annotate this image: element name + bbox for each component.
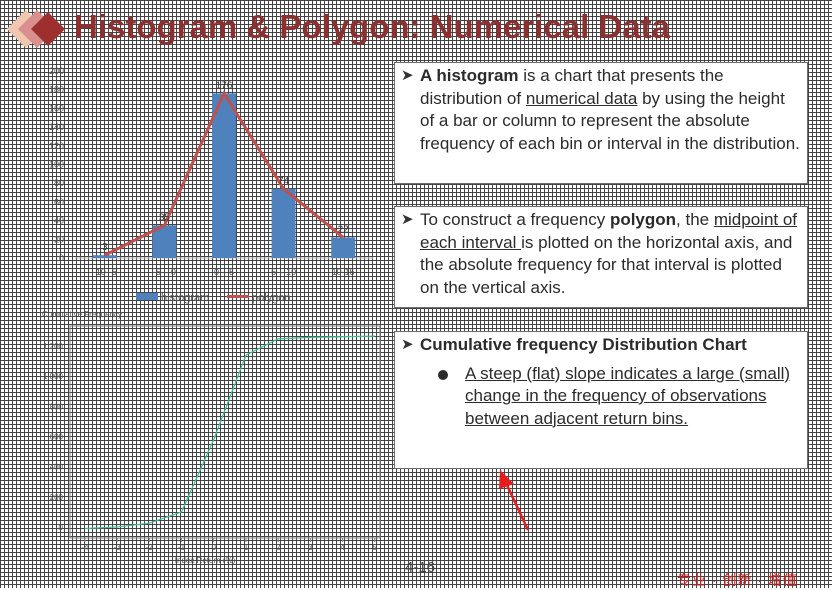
- cumulative-x-tick-label: 1: [244, 543, 249, 552]
- histogram-y-tick-label: 40: [54, 216, 64, 226]
- histogram-y-tick-label: 200: [49, 66, 64, 76]
- histogram-y-tick-label: 100: [49, 160, 64, 170]
- histogram-data-label: 74: [278, 176, 290, 187]
- histogram-y-tick-label: 0: [59, 253, 64, 263]
- histogram-data-label: 22: [338, 224, 350, 235]
- cumulative-chart-title: Cumulative Frequency: [42, 310, 122, 319]
- cumulative-y-tick-label: 200: [50, 493, 64, 502]
- legend-histogram-label: histogram: [161, 292, 209, 304]
- slide-title: Histogram & Polygon: Numerical Data: [74, 8, 670, 45]
- polygon-text-b: , the: [676, 210, 714, 229]
- numerical-data-underlined: numerical data: [525, 88, 638, 108]
- cumulative-plot-frame: [69, 325, 381, 539]
- cumulative-y-tick-label: 800: [50, 402, 64, 411]
- cumulative-y-tick-label: 600: [50, 433, 64, 442]
- histogram-x-tick-label: 10-15: [332, 267, 355, 277]
- histogram-definition-box: ➤ A histogram is a chart that presents t…: [394, 62, 808, 184]
- histogram-bar: [92, 255, 117, 258]
- histogram-y-tick-label: 140: [49, 122, 64, 132]
- arrow-bullet-icon: ➤: [401, 336, 414, 353]
- cumulative-y-tick-label: 1,200: [43, 342, 64, 351]
- histogram-x-tick-label: 5 – 10: [271, 267, 296, 277]
- polygon-term: polygon: [609, 210, 677, 229]
- cumulative-frequency-line: [84, 335, 375, 530]
- histogram-bar: [271, 188, 296, 258]
- cumulative-x-tick-label: -3: [114, 543, 122, 552]
- arrow-bullet-icon: ➤: [401, 211, 414, 228]
- histogram-y-tick-label: 160: [49, 103, 64, 113]
- cumulative-y-tick-label: 400: [50, 463, 64, 472]
- cumulative-x-tick-label: -4: [81, 543, 89, 552]
- midpoint-underlined: midpoint of each interval: [420, 210, 798, 252]
- histogram-data-label: 3: [102, 242, 108, 253]
- histogram-x-tick-label: 0 – 5: [214, 267, 234, 277]
- cumulative-x-tick-label: 0: [211, 543, 216, 552]
- polygon-definition-box: ➤ To construct a frequency polygon, the …: [394, 206, 808, 308]
- cumulative-x-tick-label: -1: [178, 543, 186, 552]
- cumulative-x-axis-label: Index Return (%): [175, 556, 236, 565]
- round-bullet-icon: [438, 369, 448, 380]
- histogram-term: A histogram: [420, 66, 519, 85]
- cumulative-chart-box: ➤ Cumulative frequency Distribution Char…: [394, 331, 808, 469]
- cumulative-bullet-text: A steep (flat) slope indicates a large (…: [465, 363, 791, 428]
- histogram-y-tick-label: 60: [54, 197, 64, 207]
- histogram-y-tick-label: 180: [49, 85, 64, 95]
- cumulative-heading: Cumulative frequency Distribution Chart: [420, 335, 747, 354]
- histogram-bar: [331, 237, 356, 258]
- cumulative-x-tick-label: 5: [373, 543, 378, 552]
- histogram-data-label: 176: [216, 80, 233, 91]
- page-number: 4-16: [405, 559, 436, 576]
- cumulative-y-tick-label: 1,000: [43, 372, 64, 381]
- histogram-data-label: 35: [159, 212, 171, 223]
- polygon-text-a: To construct a frequency: [420, 210, 610, 229]
- histogram-y-tick-label: 120: [49, 141, 64, 151]
- cumulative-x-tick-label: 3: [308, 543, 313, 552]
- diamond-logo-icon: [7, 10, 65, 48]
- histogram-x-tick-label: -10--5: [93, 267, 117, 277]
- histogram-text-a: is a chart that presents the distributio…: [420, 66, 724, 108]
- polygon-text-c: is plotted on the horizontal axis, and t…: [420, 232, 793, 297]
- arrow-bullet-icon: ➤: [401, 67, 414, 84]
- histogram-bar: [212, 93, 236, 258]
- cumulative-y-tick-label: 0: [59, 523, 64, 532]
- footer-slogan: 专业 · 创新 · 增值: [677, 572, 798, 588]
- histogram-y-tick-label: 80: [54, 178, 64, 188]
- legend-histogram-swatch: [136, 293, 158, 300]
- histogram-y-tick-label: 20: [54, 234, 64, 244]
- cumulative-x-tick-label: 2: [276, 543, 281, 552]
- frequency-polygon-line: [104, 90, 345, 257]
- histogram-x-tick-label: -5 – 0: [153, 267, 176, 277]
- cumulative-x-tick-label: -2: [146, 543, 154, 552]
- cumulative-x-tick-label: 4: [340, 543, 345, 552]
- histogram-text-b: by using the height of a bar or column t…: [420, 88, 800, 153]
- legend-polygon-label: polygon: [252, 292, 291, 304]
